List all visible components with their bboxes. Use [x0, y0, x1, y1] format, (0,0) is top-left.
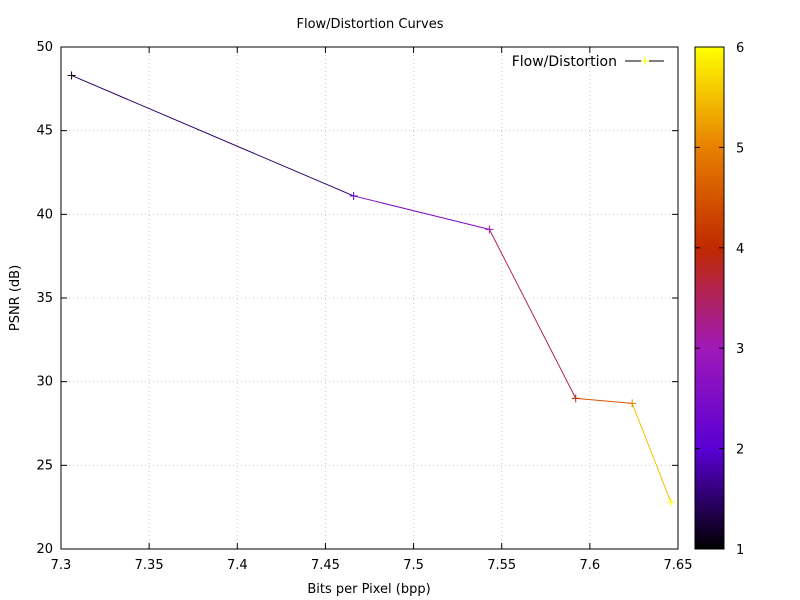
series-layer: [67, 71, 675, 507]
x-tick-label: 7.35: [135, 558, 164, 573]
legend: Flow/Distortion: [512, 54, 664, 70]
x-tick-label: 7.55: [487, 558, 516, 573]
x-tick-label: 7.45: [311, 558, 340, 573]
y-axis-label: PSNR (dB): [8, 265, 23, 331]
x-tick-label: 7.5: [403, 558, 424, 573]
y-tick-label: 25: [36, 458, 53, 473]
y-tick-label: 40: [36, 207, 53, 222]
series-segment: [488, 229, 577, 399]
y-tick-label: 35: [36, 291, 53, 306]
y-tick-label: 20: [36, 542, 53, 557]
data-point: [349, 191, 358, 200]
y-tick-label: 50: [36, 40, 53, 55]
data-point: [628, 399, 637, 408]
series-segment: [575, 397, 633, 404]
x-tick-label: 7.3: [51, 558, 72, 573]
colorbar-tick-label: 6: [736, 41, 744, 56]
x-tick-label: 7.6: [580, 558, 601, 573]
data-point: [571, 394, 580, 403]
colorbar-tick-label: 5: [736, 141, 744, 156]
chart-title: Flow/Distortion Curves: [296, 17, 443, 32]
x-tick-label: 7.4: [227, 558, 248, 573]
data-point: [67, 71, 76, 80]
colorbar-tick-label: 4: [736, 242, 744, 257]
colorbar-tick-label: 2: [736, 443, 744, 458]
data-point: [485, 225, 494, 234]
colorbar: [694, 46, 725, 550]
y-tick-label: 45: [36, 124, 53, 139]
series-segment: [71, 74, 354, 197]
y-tick-label: 30: [36, 375, 53, 390]
data-point: [666, 498, 675, 507]
colorbar-ticks: 1 2 3 4 5 6: [695, 41, 744, 558]
x-tick-label: 7.65: [664, 558, 693, 573]
series-segment: [631, 403, 672, 503]
legend-label: Flow/Distortion: [512, 54, 617, 70]
x-axis-label: Bits per Pixel (bpp): [307, 582, 430, 597]
legend-marker: [641, 57, 649, 65]
x-ticks: 7.3 7.35 7.4 7.45 7.5 7.55 7.6 7.65: [51, 47, 693, 573]
colorbar-tick-label: 3: [736, 342, 744, 357]
series-segment: [353, 195, 490, 230]
colorbar-tick-label: 1: [736, 543, 744, 558]
y-ticks: 20 25 30 35 40 45 50: [36, 40, 678, 557]
grid-layer: [61, 47, 678, 549]
